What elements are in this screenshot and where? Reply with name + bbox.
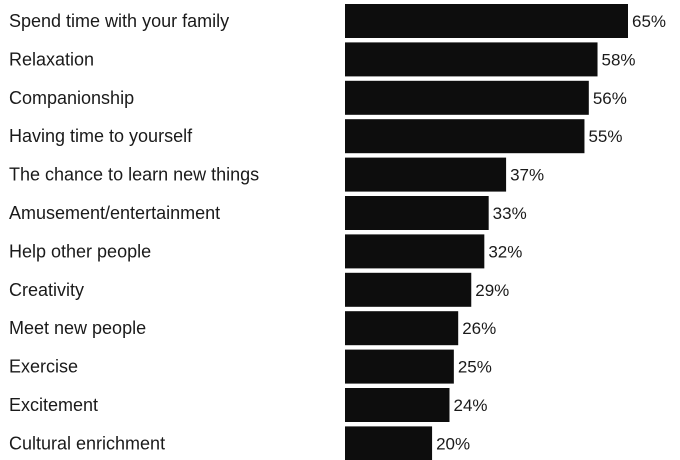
value-label: 55%: [588, 127, 622, 146]
bars: [345, 4, 628, 460]
value-labels: 65% 58% 56% 55% 37% 33% 32% 29% 26% 25% 24% 20%: [436, 12, 666, 453]
bar: [345, 388, 450, 422]
category-label: Exercise: [9, 357, 78, 377]
value-label: 32%: [488, 242, 522, 261]
value-label: 20%: [436, 434, 470, 453]
bar: [345, 311, 459, 346]
category-labels: Spend time with your family Relaxation Com…: [9, 11, 259, 453]
value-label: 29%: [475, 281, 509, 300]
bar: [345, 426, 433, 460]
value-label: 26%: [462, 319, 496, 338]
category-label: Excitement: [9, 395, 98, 415]
bar: [345, 349, 454, 384]
bar: [345, 196, 489, 230]
category-label: Having time to yourself: [9, 126, 193, 146]
value-label: 33%: [493, 204, 527, 223]
value-label: 58%: [602, 50, 636, 69]
bar: [345, 157, 507, 192]
category-label: Cultural enrichment: [9, 433, 165, 453]
category-label: The chance to learn new things: [9, 165, 259, 185]
value-label: 25%: [458, 358, 492, 377]
bar: [345, 4, 628, 38]
category-label: Companionship: [9, 88, 134, 108]
value-label: 65%: [632, 12, 666, 31]
value-label: 56%: [593, 89, 627, 108]
category-label: Relaxation: [9, 49, 94, 69]
bar: [345, 42, 598, 77]
bar: [345, 234, 485, 269]
bar: [345, 119, 585, 154]
value-label: 24%: [453, 396, 487, 415]
bar: [345, 80, 589, 115]
bar: [345, 272, 472, 307]
value-label: 37%: [510, 166, 544, 185]
category-label: Meet new people: [9, 318, 146, 338]
category-label: Amusement/entertainment: [9, 203, 220, 223]
category-label: Help other people: [9, 241, 151, 261]
category-label: Spend time with your family: [9, 11, 229, 31]
category-label: Creativity: [9, 280, 84, 300]
